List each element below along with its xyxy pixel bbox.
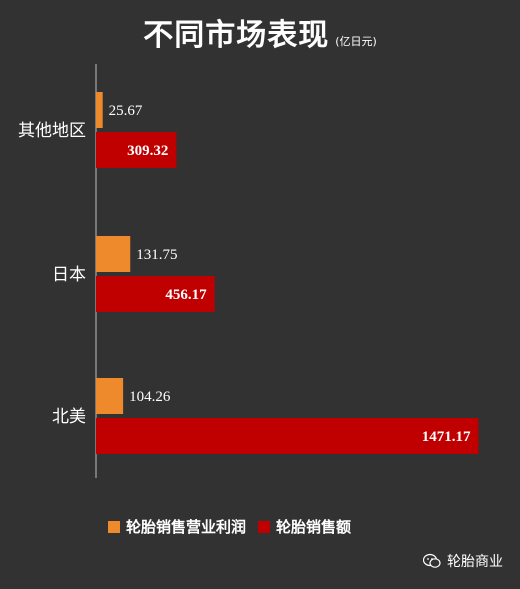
data-label-sales: 309.32: [127, 143, 168, 159]
legend-label-sales: 轮胎销售额: [276, 518, 352, 536]
legend-swatch-sales: [258, 520, 271, 533]
category-label: 日本: [52, 265, 86, 285]
chart-title: 不同市场表现 (亿日元): [0, 10, 520, 54]
data-label-profit: 25.67: [109, 103, 143, 119]
legend-swatch-profit: [108, 520, 120, 533]
data-label-profit: 104.26: [129, 389, 171, 405]
bar-sales: [96, 132, 177, 168]
data-label-profit: 131.75: [136, 247, 177, 263]
data-label-sales: 456.17: [165, 287, 207, 303]
bar-profit: [96, 378, 124, 414]
wechat-icon: [423, 553, 441, 568]
bar-profit: [96, 236, 131, 272]
watermark: 轮胎商业: [423, 551, 503, 571]
legend-label-profit: 轮胎销售营业利润: [126, 518, 247, 536]
bar-profit: [96, 92, 103, 128]
category-label: 其他地区: [18, 121, 86, 141]
bar-sales: [96, 276, 215, 312]
title-unit: (亿日元): [335, 35, 377, 48]
legend: 轮胎销售营业利润 轮胎销售额: [108, 516, 363, 537]
watermark-text: 轮胎商业: [447, 554, 503, 570]
legend-item-sales: 轮胎销售额: [258, 516, 351, 537]
title-text: 不同市场表现: [143, 18, 330, 53]
bar-sales: [96, 418, 479, 454]
category-label: 北美: [52, 407, 86, 427]
legend-item-profit: 轮胎销售营业利润: [108, 516, 246, 537]
data-label-sales: 1471.17: [422, 429, 471, 445]
